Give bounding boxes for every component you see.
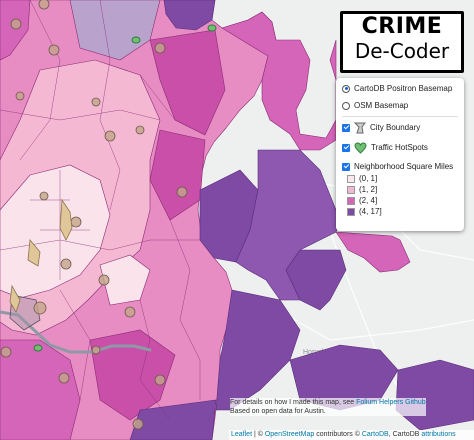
attrib-contributors: contributors © xyxy=(314,431,362,438)
attrib-sep: | © xyxy=(252,431,265,438)
legend-item: (2, 4] xyxy=(342,195,458,206)
legend-swatch xyxy=(347,207,355,216)
neighborhood-region[interactable] xyxy=(335,231,411,273)
overlay-city-boundary[interactable]: City Boundary xyxy=(342,120,458,135)
legend-label: (2, 4] xyxy=(359,196,378,205)
folium-helpers-link[interactable]: Folium Helpers Github xyxy=(356,399,426,406)
overlay-traffic-hotspots[interactable]: Traffic HotSpots xyxy=(342,140,458,155)
carto-link[interactable]: CartoDB xyxy=(361,431,389,438)
leaflet-link[interactable]: Leaflet xyxy=(231,431,253,438)
neighborhood-region[interactable] xyxy=(0,0,31,61)
basemap-label-osm: OSM Basemap xyxy=(354,101,409,110)
neighborhood-region[interactable] xyxy=(149,129,206,221)
basemap-label-cartodb: CartoDB Positron Basemap xyxy=(354,84,453,93)
traffic-hotspot-layer xyxy=(0,0,188,430)
overlay-label-traffic-hotspots: Traffic HotSpots xyxy=(371,143,428,152)
neighborhood-region[interactable] xyxy=(285,249,347,311)
checkbox-city-boundary[interactable] xyxy=(342,123,350,132)
credit-line1-prefix: For details on how I made this map, see xyxy=(230,399,357,406)
checkbox-traffic-hotspots[interactable] xyxy=(342,143,350,152)
neighborhood-region[interactable] xyxy=(0,164,111,299)
radio-cartodb[interactable] xyxy=(342,84,350,93)
layer-separator xyxy=(342,116,458,117)
osm-link[interactable]: OpenStreetMap xyxy=(264,431,315,438)
legend-item: (4, 17] xyxy=(342,206,458,217)
legend-item: (0, 1] xyxy=(342,173,458,184)
legend-item: (1, 2] xyxy=(342,184,458,195)
basemap-option-cartodb[interactable]: CartoDB Positron Basemap xyxy=(342,82,458,95)
attributions-link[interactable]: attributions xyxy=(421,431,456,438)
neighborhood-region[interactable] xyxy=(129,399,217,440)
layer-control: CartoDB Positron Basemap OSM Basemap Cit… xyxy=(336,78,464,231)
basemap-option-osm[interactable]: OSM Basemap xyxy=(342,99,458,112)
legend-swatch xyxy=(347,174,355,183)
legend-label: (0, 1] xyxy=(359,174,378,183)
logo-line2: De-Coder xyxy=(354,39,450,63)
attrib-carto-suffix: , CartoDB xyxy=(388,431,422,438)
neighborhood-region[interactable] xyxy=(69,0,161,61)
legend-swatch xyxy=(347,185,355,194)
attribution-bar: Leaflet | © OpenStreetMap contributors ©… xyxy=(229,430,474,440)
legend-label: (1, 2] xyxy=(359,185,378,194)
neighborhood-region[interactable] xyxy=(99,254,151,306)
credit-line2: Based on open data for Austin. xyxy=(230,408,326,415)
checkbox-neighborhood-sq-miles[interactable] xyxy=(342,162,350,171)
legend-label: (4, 17] xyxy=(359,207,382,216)
radio-osm[interactable] xyxy=(342,101,350,110)
city-boundary-icon xyxy=(354,122,366,133)
neighborhood-region[interactable] xyxy=(89,329,176,421)
legend-swatch xyxy=(347,196,355,205)
overlay-label-city-boundary: City Boundary xyxy=(370,123,421,132)
map-credit: For details on how I made this map, see … xyxy=(230,398,426,416)
neighborhood-region[interactable] xyxy=(395,359,474,431)
neighborhood-region[interactable] xyxy=(163,0,216,31)
traffic-hotspot-icon xyxy=(354,141,367,154)
overlay-label-neighborhood-sq-miles: Neighborhood Square Miles xyxy=(354,162,454,171)
overlay-neighborhood-sq-miles[interactable]: Neighborhood Square Miles xyxy=(342,160,458,173)
logo-line1: CRIME xyxy=(361,14,443,39)
crime-decoder-logo: CRIME De-Coder xyxy=(340,11,464,73)
